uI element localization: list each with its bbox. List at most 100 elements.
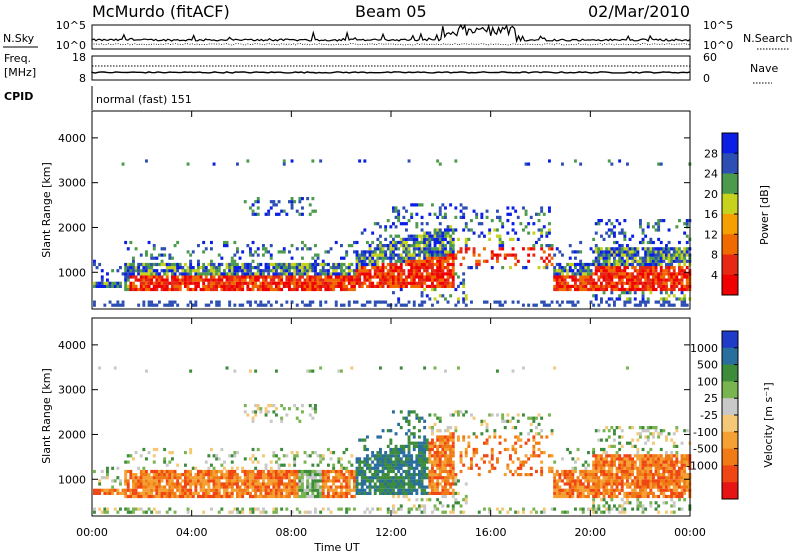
heatmap-cell [662,300,666,304]
heatmap-cell [436,476,440,480]
heatmap-cell [204,287,208,292]
heatmap-cell [220,482,224,486]
heatmap-cell [451,463,455,467]
heatmap-cell [592,303,596,307]
heatmap-cell [615,507,619,511]
heatmap-cell [389,244,393,248]
heatmap-cell [649,250,653,254]
heatmap-cell [553,482,557,486]
heatmap-cell [527,438,531,442]
heatmap-cell [319,278,323,282]
heatmap-cell [397,454,401,458]
heatmap-cell [358,438,362,442]
heatmap-cell [147,262,151,267]
heatmap-cell [275,287,278,292]
heatmap-cell [394,284,398,288]
heatmap-cell [327,507,330,511]
heatmap-cell [449,294,453,298]
heatmap-cell [652,259,655,263]
heatmap-cell [189,281,193,285]
heatmap-cell [626,287,629,292]
heatmap-cell [199,479,203,483]
heatmap-cell [412,237,416,241]
heatmap-cell [158,482,161,486]
heatmap-cell [418,416,421,420]
heatmap-cell [464,294,468,298]
heatmap-cell [407,159,411,163]
heatmap-cell [295,284,299,288]
heatmap-cell [607,266,611,270]
power-ytick-1000: 1000 [58,266,86,279]
heatmap-cell [210,287,213,292]
heatmap-cell [363,476,367,480]
heatmap-cell [410,272,414,276]
heatmap-cell [337,278,341,282]
heatmap-cell [451,244,455,248]
heatmap-cell [350,269,354,273]
heatmap-cell [405,240,408,245]
heatmap-cell [423,460,427,464]
heatmap-cell [613,259,616,263]
heatmap-cell [641,269,645,273]
heatmap-cell [436,482,440,486]
heatmap-cell [594,469,598,474]
heatmap-cell [431,485,434,489]
heatmap-cell [524,454,528,458]
heatmap-cell [399,222,403,226]
heatmap-cell [139,507,143,511]
heatmap-cell [223,491,226,495]
heatmap-cell [657,272,661,276]
heatmap-cell [540,435,544,439]
heatmap-cell [236,466,239,470]
heatmap-cell [241,266,245,270]
heatmap-cell [194,272,198,276]
heatmap-cell [488,469,492,474]
heatmap-cell [295,491,299,495]
heatmap-cell [618,262,622,267]
heatmap-cell [347,287,351,292]
heatmap-cell [215,469,219,474]
heatmap-cell [142,485,146,489]
heatmap-cell [459,203,463,207]
heatmap-cell [620,429,624,433]
heatmap-cell [139,482,143,486]
heatmap-cell [646,491,650,495]
heatmap-cell [449,244,453,248]
heatmap-cell [202,250,206,254]
heatmap-cell [581,482,585,486]
noise-panel: N.Sky 10^5 10^0 10^5 10^0 N.Search [3,19,793,52]
heatmap-cell [418,469,421,474]
heatmap-cell [126,460,130,464]
heatmap-cell [641,297,645,301]
heatmap-cell [438,209,442,213]
heatmap-cell [433,269,437,273]
heatmap-cell [171,482,174,486]
heatmap-cell [433,247,437,251]
heatmap-cell [675,272,679,276]
heatmap-cell [295,278,299,282]
heatmap-cell [132,510,135,514]
heatmap-cell [212,485,216,489]
heatmap-cell [542,225,546,229]
heatmap-cell [672,275,676,279]
heatmap-cell [301,206,304,210]
heatmap-cell [532,247,536,251]
heatmap-cell [501,222,505,226]
heatmap-cell [639,259,642,263]
heatmap-cell [613,444,616,448]
heatmap-cell [384,454,388,458]
heatmap-cell [631,287,635,292]
heatmap-cell [581,284,585,288]
heatmap-cell [446,225,450,229]
heatmap-cell [158,275,161,279]
heatmap-cell [145,284,148,288]
heatmap-cell [607,159,611,163]
heatmap-cell [550,466,554,470]
heatmap-cell [641,510,645,514]
heatmap-cell [298,488,302,492]
heatmap-cell [561,253,564,257]
heatmap-cell [228,479,232,483]
heatmap-cell [290,473,294,477]
heatmap-cell [397,259,401,263]
